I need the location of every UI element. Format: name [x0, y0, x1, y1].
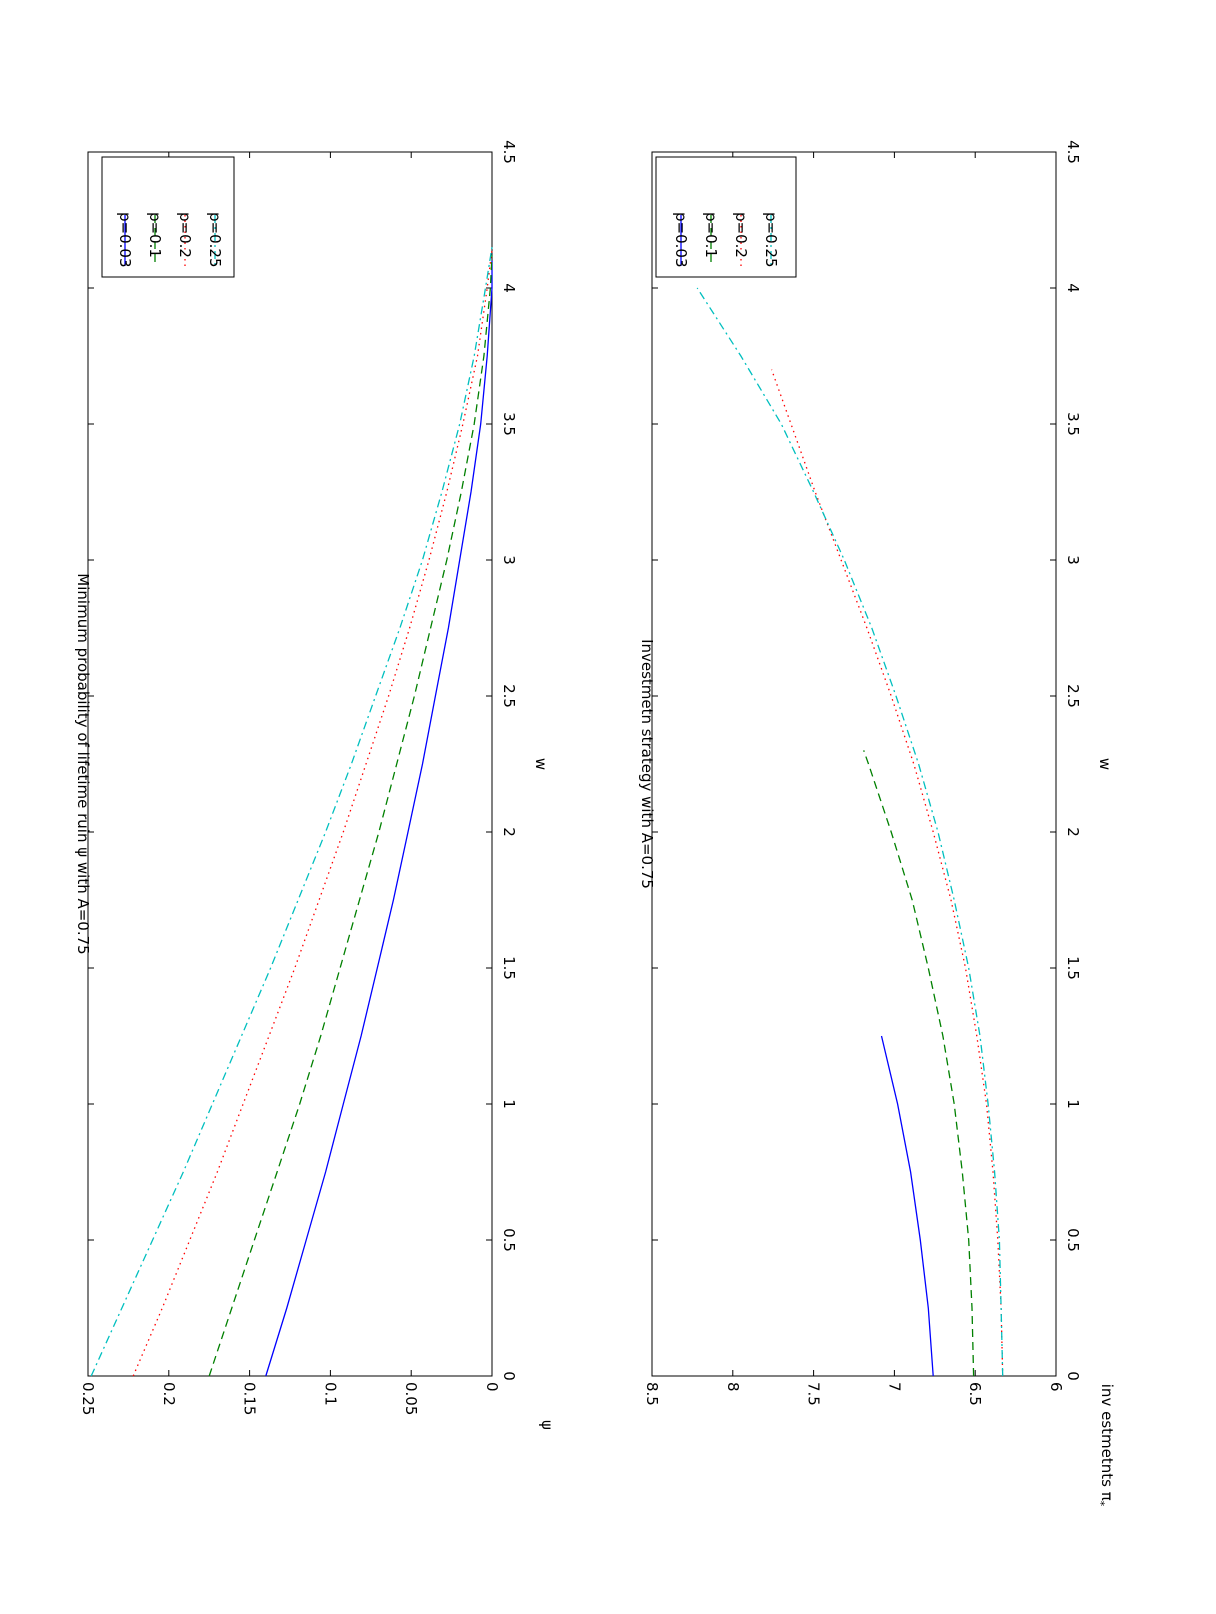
- x-tick-labels: 0 0.5 1 1.5 2 2.5 3 3.5 4 4.5: [1064, 140, 1082, 1381]
- x-tick-label: 3.5: [500, 412, 518, 436]
- x-tick-label: 4.5: [500, 140, 518, 164]
- x-tick-label: 0.5: [1064, 1228, 1082, 1252]
- x-tick-label: 2.5: [500, 684, 518, 708]
- series-line-p003: [265, 260, 493, 1377]
- legend: p=0.03 p=0.1 p=0.2 p=0.25: [101, 156, 235, 278]
- series-line-p025: [696, 287, 1004, 1377]
- chart-title: Investmetn strategy with A=0.75: [638, 639, 656, 889]
- series-line-p003: [880, 1035, 934, 1377]
- x-axis-title: w: [1096, 758, 1114, 770]
- x-tick-label: 3.5: [1064, 412, 1082, 436]
- x-tick-label: 1.5: [500, 956, 518, 980]
- series-line-p025: [90, 247, 493, 1377]
- series-layer: [696, 287, 1004, 1377]
- x-tick-label: 4: [1064, 283, 1082, 293]
- x-tick-label: 0: [1064, 1371, 1082, 1381]
- y-tick-label: 8.5: [643, 1382, 661, 1406]
- axis-ticks: [87, 151, 493, 1377]
- y-tick-label: 6.5: [966, 1382, 984, 1406]
- plot-frame: [87, 151, 493, 1377]
- x-tick-label: 2: [500, 827, 518, 837]
- x-tick-label: 1: [500, 1099, 518, 1109]
- x-tick-label: 4.5: [1064, 140, 1082, 164]
- series-layer: [90, 247, 493, 1377]
- legend-label-p025: p=0.25: [762, 212, 780, 268]
- y-tick-label: 7.5: [805, 1382, 823, 1406]
- plot-frame: [651, 151, 1057, 1377]
- x-tick-label: 0: [500, 1371, 518, 1381]
- x-tick-label: 1: [1064, 1099, 1082, 1109]
- y-tick-label: 0.05: [402, 1382, 420, 1415]
- x-tick-label: 1.5: [1064, 956, 1082, 980]
- legend: p=0.03 p=0.1 p=0.2 p=0.25: [655, 156, 797, 278]
- y-tick-label: 7: [885, 1382, 903, 1392]
- y-axis-title: ψ: [538, 1420, 556, 1430]
- investment-strategy-panel: 0 0.5 1 1.5 2 2.5 3 3.5 4 4.5 6 6.5 7 7.5 8 8.5 Invest…: [638, 140, 1116, 1507]
- legend-label-p025: p=0.25: [206, 212, 224, 268]
- y-tick-label: 6: [1047, 1382, 1065, 1392]
- axis-ticks: [651, 151, 1057, 1377]
- y-tick-label: 0.15: [241, 1382, 259, 1415]
- x-tick-label: 0.5: [500, 1228, 518, 1252]
- y-axis-title-main: inv estmetnts π: [1098, 1384, 1116, 1501]
- y-axis-title-subscript: *: [1094, 1501, 1107, 1507]
- series-line-p01: [863, 750, 975, 1377]
- x-tick-label: 2: [1064, 827, 1082, 837]
- x-tick-labels: 0 0.5 1 1.5 2 2.5 3 3.5 4 4.5: [500, 140, 518, 1381]
- chart-title: Minimum probability of lifetime ruin ψ w…: [74, 573, 92, 954]
- series-line-p01: [208, 255, 493, 1377]
- y-tick-label: 0.2: [160, 1382, 178, 1406]
- y-tick-label: 0.25: [79, 1382, 97, 1415]
- y-tick-labels: 6 6.5 7 7.5 8 8.5: [643, 1382, 1065, 1406]
- x-tick-label: 2.5: [1064, 684, 1082, 708]
- legend-box: [101, 156, 235, 278]
- legend-box: [655, 156, 797, 278]
- ruin-probability-panel: 0 0.5 1 1.5 2 2.5 3 3.5 4 4.5 0 0.05 0.1 0.15 0.2 0.25…: [74, 140, 556, 1430]
- y-tick-label: 0: [483, 1382, 501, 1392]
- legend-label-p01: p=0.1: [702, 212, 720, 258]
- legend-label-p003: p=0.03: [672, 212, 690, 268]
- y-tick-labels: 0 0.05 0.1 0.15 0.2 0.25: [79, 1382, 501, 1415]
- y-axis-title: inv estmetnts π*: [1094, 1384, 1116, 1507]
- legend-label-p02: p=0.2: [732, 212, 750, 258]
- x-tick-label: 3: [1064, 555, 1082, 565]
- x-axis-title: w: [532, 758, 550, 770]
- legend-label-p003: p=0.03: [116, 212, 134, 268]
- x-tick-label: 4: [500, 283, 518, 293]
- y-tick-label: 8: [724, 1382, 742, 1392]
- x-tick-label: 3: [500, 555, 518, 565]
- legend-label-p02: p=0.2: [176, 212, 194, 258]
- legend-label-p01: p=0.1: [146, 212, 164, 258]
- y-tick-label: 0.1: [321, 1382, 339, 1406]
